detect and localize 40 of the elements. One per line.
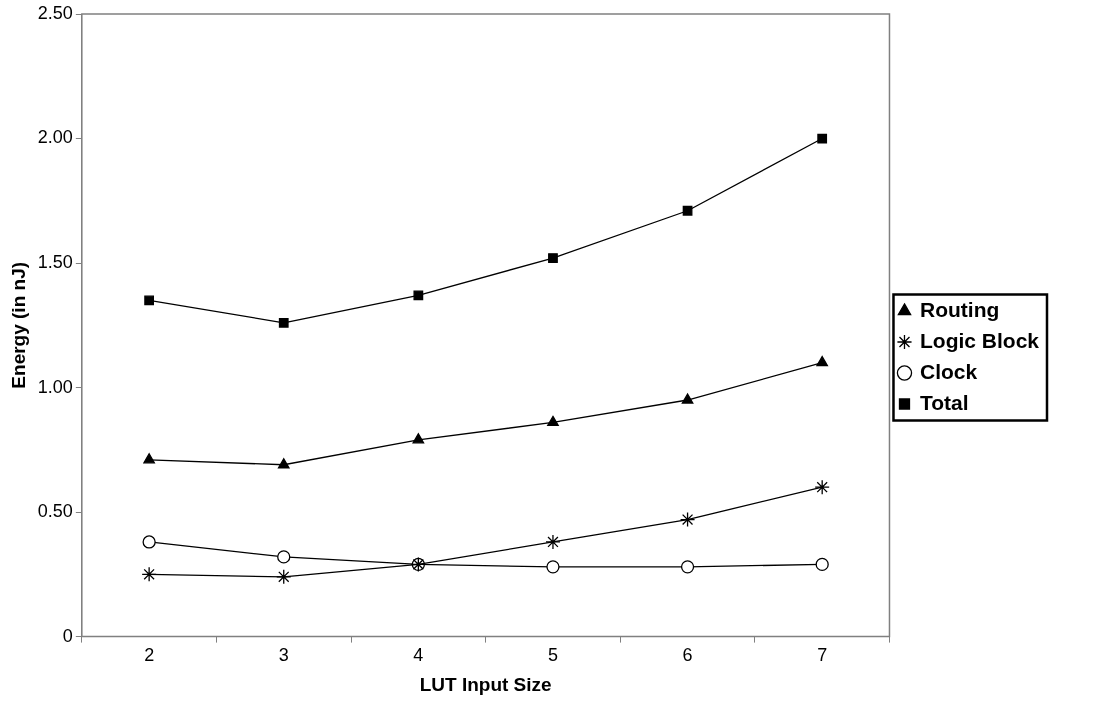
point <box>277 458 290 469</box>
point <box>679 511 696 528</box>
point <box>680 560 695 574</box>
y-tick-label: 2.50 <box>37 2 73 23</box>
x-tick-label: 6 <box>682 645 693 666</box>
point <box>278 317 289 328</box>
x-tick-label: 4 <box>413 645 424 666</box>
point <box>141 566 157 582</box>
point <box>547 415 559 427</box>
point <box>816 356 829 367</box>
point <box>412 433 425 444</box>
point <box>144 295 155 306</box>
x-axis-title: LUT Input Size <box>419 673 552 695</box>
x-tick-label: 7 <box>817 645 828 666</box>
point <box>277 550 291 564</box>
point <box>548 253 558 263</box>
point <box>815 557 829 572</box>
y-tick-label: 0 <box>62 625 73 646</box>
point <box>682 205 693 216</box>
y-tick-label: 1.50 <box>37 252 73 273</box>
point <box>681 393 694 404</box>
point <box>413 290 424 301</box>
point <box>545 534 561 550</box>
x-tick-label: 5 <box>547 645 558 666</box>
point <box>817 133 828 144</box>
y-tick-label: 1.00 <box>37 376 73 397</box>
y-tick-label: 2.00 <box>37 127 73 148</box>
legend-label: Clock <box>919 359 978 383</box>
point <box>814 479 830 495</box>
point <box>142 535 156 549</box>
y-tick-label: 0.50 <box>37 501 73 522</box>
point <box>276 569 292 585</box>
legend-label: Logic Block <box>919 328 1040 352</box>
x-tick-label: 3 <box>278 645 289 666</box>
legend-label: Total <box>919 390 969 414</box>
y-axis-title: Energy (in nJ) <box>7 261 29 389</box>
point <box>546 560 560 574</box>
x-tick-label: 2 <box>144 645 155 666</box>
point <box>143 453 155 464</box>
legend-label: Routing <box>919 297 1000 321</box>
